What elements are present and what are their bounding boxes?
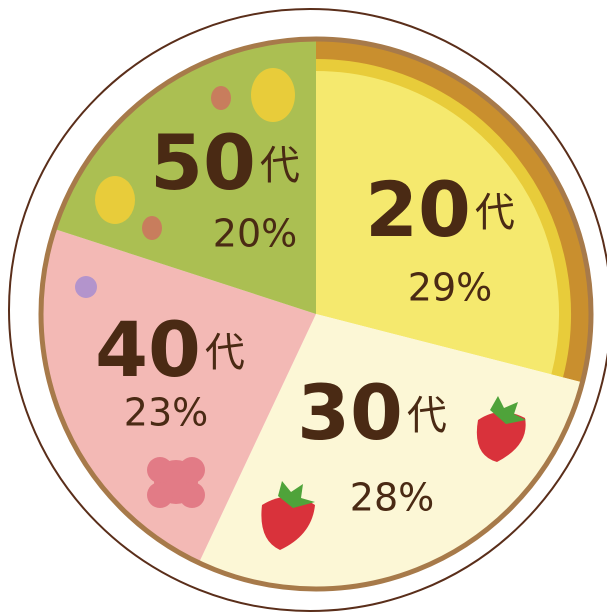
category-number: 30: [297, 368, 403, 457]
category-number: 40: [95, 305, 201, 394]
value-label: 20%: [213, 212, 297, 256]
dot: [142, 216, 162, 240]
dot: [75, 276, 97, 298]
value-label: 28%: [350, 476, 434, 520]
strawberry: [476, 396, 526, 462]
dot: [211, 86, 231, 110]
category-label: 20 代: [365, 165, 515, 254]
category-suffix: 代: [475, 190, 515, 236]
category-number: 20: [365, 165, 471, 254]
value-label: 23%: [124, 391, 208, 435]
slice: [56, 41, 316, 314]
pie-rim: [38, 36, 594, 592]
category-number: 50: [150, 118, 256, 207]
flower: [147, 457, 205, 508]
value-label: 29%: [408, 266, 492, 310]
category-suffix: 代: [407, 393, 447, 439]
decoration: [75, 68, 526, 550]
crust: [315, 40, 590, 383]
dot: [251, 68, 295, 122]
category-label: 50 代: [150, 118, 300, 207]
slice: [42, 229, 316, 562]
category-label: 30 代: [297, 368, 447, 457]
strawberry: [261, 481, 315, 550]
crust-inner: [315, 59, 571, 378]
slice: [316, 41, 590, 382]
category-label: 40 代: [95, 305, 245, 394]
pie: [42, 40, 590, 587]
labels: 20 代29%30 代28%40 代23%50 代20%: [95, 118, 515, 520]
category-suffix: 代: [260, 143, 300, 189]
dot: [95, 176, 135, 224]
category-suffix: 代: [205, 330, 245, 376]
